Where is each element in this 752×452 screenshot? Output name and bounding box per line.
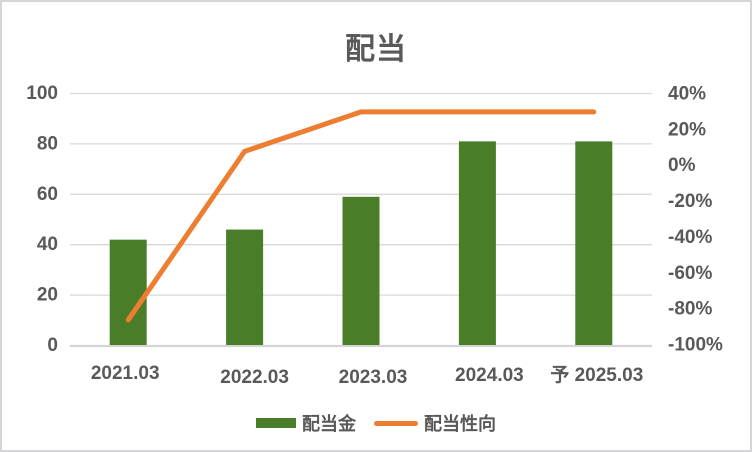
x-axis-category-label: 2021.03 bbox=[91, 363, 160, 384]
left-axis-tick-label: 20 bbox=[37, 285, 58, 306]
bar-2024.03 bbox=[458, 141, 496, 345]
line-series-swatch bbox=[374, 420, 418, 426]
bar-2023.03 bbox=[342, 196, 380, 345]
x-axis-category-label: 2024.03 bbox=[455, 365, 524, 386]
chart-title: 配当 bbox=[345, 33, 407, 66]
left-axis-tick-label: 60 bbox=[37, 184, 58, 205]
bar-予 2025.03 bbox=[575, 141, 613, 345]
right-axis-tick-label: 0% bbox=[668, 155, 696, 176]
right-axis-tick-label: 20% bbox=[668, 119, 706, 140]
chart-plot-area: 100 80 60 40 20 0 40% 20% 0% -20% -40% -60% -80% -100… bbox=[26, 83, 723, 388]
left-axis-tick-label: 40 bbox=[37, 234, 58, 255]
payout-ratio-line bbox=[125, 109, 597, 323]
right-axis-tick-label: -80% bbox=[668, 299, 712, 320]
bar-series-swatch bbox=[256, 418, 296, 428]
left-axis-tick-label: 80 bbox=[37, 133, 58, 154]
legend-item-bar-series: 配当金 bbox=[256, 410, 356, 436]
legend-item-line-series: 配当性向 bbox=[374, 410, 496, 436]
bar-2022.03 bbox=[226, 229, 264, 345]
chart-legend: 配当金 配当性向 bbox=[2, 410, 750, 436]
legend-label-line-series: 配当性向 bbox=[424, 414, 496, 434]
x-axis-category-label: 2023.03 bbox=[339, 367, 408, 388]
right-axis-tick-label: 40% bbox=[668, 84, 706, 105]
left-axis-tick-label: 100 bbox=[26, 83, 58, 104]
right-axis-tick-label: -60% bbox=[668, 263, 712, 284]
x-axis-category-label: 2022.03 bbox=[220, 367, 289, 388]
left-axis-tick-label: 0 bbox=[47, 335, 58, 356]
right-axis-tick-label: -40% bbox=[668, 227, 712, 248]
right-axis-tick-label: -100% bbox=[668, 335, 723, 356]
x-axis-category-label: 予 2025.03 bbox=[550, 365, 643, 386]
right-axis-tick-label: -20% bbox=[668, 191, 712, 212]
legend-label-bar-series: 配当金 bbox=[302, 414, 356, 434]
bar-2021.03 bbox=[109, 239, 147, 345]
